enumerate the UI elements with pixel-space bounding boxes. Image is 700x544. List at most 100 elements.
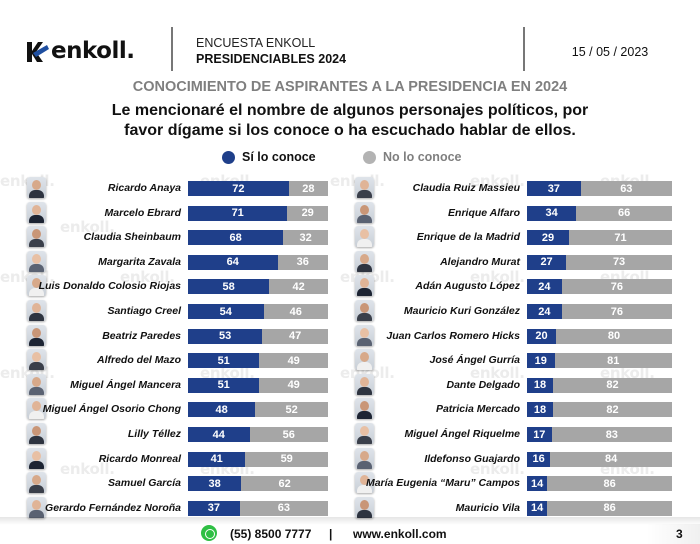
stacked-bar: 41 59 xyxy=(188,451,328,467)
candidate-row: Samuel García 38 62 xyxy=(0,472,700,494)
candidate-row: María Eugenia “Maru” Campos 14 86 xyxy=(0,472,700,494)
whatsapp-icon xyxy=(201,525,217,541)
legend-item-no: No lo conoce xyxy=(363,150,461,164)
bar-segment-no: 76 xyxy=(561,279,672,295)
bar-segment-yes: 17 xyxy=(527,427,552,442)
candidate-photo xyxy=(27,398,46,420)
stacked-bar: 14 86 xyxy=(527,500,672,516)
candidate-photo xyxy=(355,472,374,494)
stacked-bar: 24 76 xyxy=(527,304,672,319)
candidate-row: Claudia Sheinbaum 68 32 xyxy=(0,226,700,248)
stacked-bar: 37 63 xyxy=(188,500,328,516)
stacked-bar: 37 63 xyxy=(527,181,672,196)
stacked-bar: 27 73 xyxy=(527,254,672,270)
bar-segment-yes: 34 xyxy=(527,205,577,221)
bar-segment-no: 49 xyxy=(259,353,328,369)
page-number-area xyxy=(646,524,700,544)
bar-segment-yes: 18 xyxy=(527,402,554,418)
stacked-bar: 19 81 xyxy=(527,353,672,369)
candidate-name: Enrique Alfaro xyxy=(448,206,520,219)
stacked-bar: 17 83 xyxy=(527,427,672,442)
bar-segment-yes: 14 xyxy=(527,476,548,492)
bar-segment-no: 86 xyxy=(547,476,672,492)
bar-segment-yes: 54 xyxy=(188,304,264,319)
contact-phone: (55) 8500 7777 xyxy=(230,527,312,541)
candidate-name: Alejandro Murat xyxy=(440,255,520,268)
bar-segment-yes: 58 xyxy=(188,279,270,295)
stacked-bar: 34 66 xyxy=(527,205,672,221)
candidate-name: Beatriz Paredes xyxy=(102,329,181,342)
stacked-bar: 48 52 xyxy=(188,402,328,418)
bar-segment-yes: 14 xyxy=(527,500,548,516)
candidate-name: María Eugenia “Maru” Campos xyxy=(365,477,520,490)
candidate-photo xyxy=(355,226,374,248)
header-divider xyxy=(171,27,173,71)
bar-segment-no: 47 xyxy=(262,328,328,344)
stacked-bar: 20 80 xyxy=(527,328,672,344)
enkoll-logo-icon xyxy=(27,42,49,62)
candidate-photo xyxy=(27,324,46,346)
bar-segment-yes: 20 xyxy=(527,328,556,344)
candidate-row: Luis Donaldo Colosio Riojas 58 42 xyxy=(0,275,700,297)
candidate-photo xyxy=(27,496,46,518)
legend-label-no: No lo conoce xyxy=(383,150,462,164)
bar-segment-yes: 16 xyxy=(527,451,551,467)
stacked-bar: 51 49 xyxy=(188,377,328,393)
survey-title: PRESIDENCIABLES 2024 xyxy=(196,52,347,66)
candidate-name: Luis Donaldo Colosio Riojas xyxy=(38,280,181,293)
candidate-photo xyxy=(355,398,374,420)
bar-segment-yes: 72 xyxy=(188,181,289,196)
candidate-name: Juan Carlos Romero Hicks xyxy=(386,329,520,342)
candidate-row: Mauricio Kuri González 24 76 xyxy=(0,300,700,321)
candidate-name: Ildefonso Guajardo xyxy=(424,452,520,465)
bar-segment-yes: 53 xyxy=(188,328,263,344)
candidate-row: Alejandro Murat 27 73 xyxy=(0,250,700,272)
candidate-row: Ricardo Anaya 72 28 xyxy=(0,177,700,198)
candidate-name: Lilly Téllez xyxy=(127,428,181,440)
candidate-name: Miguel Ángel Osorio Chong xyxy=(42,403,181,416)
bar-segment-yes: 24 xyxy=(527,304,562,319)
candidate-row: Juan Carlos Romero Hicks 20 80 xyxy=(0,324,700,346)
bar-segment-no: 59 xyxy=(245,451,328,467)
stacked-bar: 58 42 xyxy=(188,279,328,295)
stacked-bar: 38 62 xyxy=(188,476,328,492)
candidate-name: Mauricio Vila xyxy=(455,501,520,514)
bar-segment-yes: 68 xyxy=(188,230,284,246)
bar-segment-no: 36 xyxy=(277,254,328,270)
stacked-bar: 18 82 xyxy=(527,377,672,393)
bar-segment-no: 52 xyxy=(255,402,328,418)
stacked-bar: 51 49 xyxy=(188,353,328,369)
candidate-row: Adán Augusto López 24 76 xyxy=(0,275,700,297)
candidate-row: Miguel Ángel Osorio Chong 48 52 xyxy=(0,398,700,420)
bar-segment-no: 83 xyxy=(551,427,672,442)
bar-segment-no: 71 xyxy=(569,230,672,246)
bar-segment-no: 81 xyxy=(554,353,672,369)
legend-swatch-no xyxy=(363,150,376,164)
bar-segment-yes: 18 xyxy=(527,377,554,393)
candidate-photo xyxy=(355,324,374,346)
bar-segment-no: 46 xyxy=(263,304,328,319)
stacked-bar: 29 71 xyxy=(527,230,672,246)
candidate-name: Enrique de la Madrid xyxy=(416,231,520,244)
bar-segment-no: 84 xyxy=(550,451,672,467)
bar-segment-yes: 24 xyxy=(527,279,562,295)
candidate-name: Claudia Ruiz Massieu xyxy=(412,182,520,194)
footer-shadow xyxy=(0,517,700,525)
candidate-row: Gerardo Fernández Noroña 37 63 xyxy=(0,496,700,518)
bar-segment-yes: 27 xyxy=(527,254,567,270)
bar-segment-yes: 64 xyxy=(188,254,278,270)
bar-segment-no: 82 xyxy=(553,402,672,418)
candidate-photo xyxy=(27,423,46,444)
candidate-name: Patricia Mercado xyxy=(435,403,520,416)
candidate-name: Miguel Ángel Mancera xyxy=(70,378,181,391)
candidate-photo xyxy=(355,349,374,371)
candidate-name: Samuel García xyxy=(108,477,181,490)
candidate-row: Enrique de la Madrid 29 71 xyxy=(0,226,700,248)
candidate-photo xyxy=(355,201,374,223)
bar-segment-no: 49 xyxy=(259,377,328,393)
candidate-photo xyxy=(27,226,46,248)
website-link[interactable]: www.enkoll.com xyxy=(353,527,447,541)
candidate-photo xyxy=(27,275,46,297)
candidate-name: José Ángel Gurría xyxy=(429,354,520,367)
candidate-name: Dante Delgado xyxy=(446,378,520,391)
